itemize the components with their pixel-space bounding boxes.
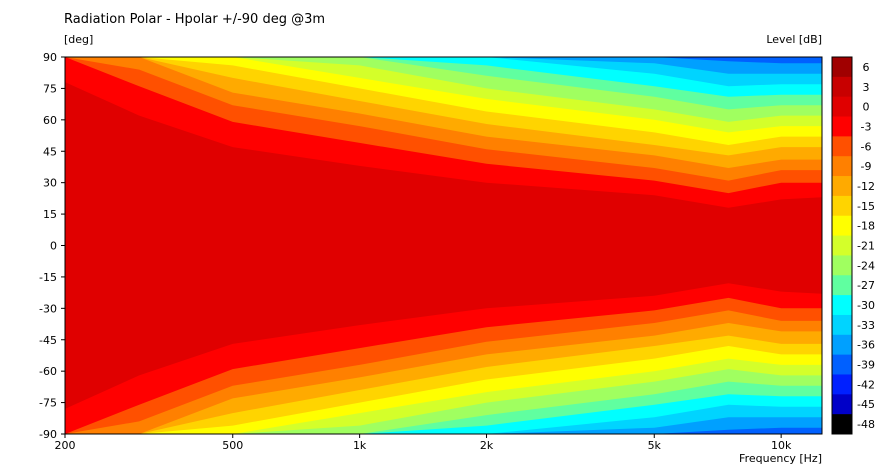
colorbar-swatch xyxy=(832,374,852,395)
y-tick-label: 60 xyxy=(43,114,57,127)
band-upper-minus39 xyxy=(65,57,822,64)
colorbar-swatch xyxy=(832,76,852,98)
colorbar-swatch xyxy=(832,414,852,435)
colorbar-swatch xyxy=(832,195,852,217)
x-tick-label: 500 xyxy=(222,439,243,452)
colorbar-swatch xyxy=(832,96,852,118)
y-axis-ticks: 90 75 60 45 30 15 0 -15 -30 -45 -60 -75 -90 xyxy=(39,51,65,441)
colorbar-tick-label: -3 xyxy=(861,120,872,133)
y-tick-label: -45 xyxy=(39,334,57,347)
y-tick-label: 45 xyxy=(43,145,57,158)
colorbar-tick-label: 3 xyxy=(863,81,870,94)
colorbar-swatch xyxy=(832,176,852,197)
y-tick-label: -60 xyxy=(39,365,57,378)
y-tick-label: -90 xyxy=(39,428,57,441)
colorbar-swatch xyxy=(832,156,852,177)
y-tick-label: 90 xyxy=(43,51,57,64)
colorbar-tick-label: -24 xyxy=(857,259,875,272)
y-tick-label: -30 xyxy=(39,302,57,315)
colorbar-tick-label: -33 xyxy=(857,319,875,332)
y-tick-label: 15 xyxy=(43,208,57,221)
y-tick-label: -15 xyxy=(39,271,57,284)
chart-title: Radiation Polar - Hpolar +/-90 deg @3m xyxy=(64,12,326,27)
colorbar: 6 3 0 -3 -6 -9 -12 -15 -18 -21 -24 -27 -30 -33 -36 -39 -… xyxy=(831,56,875,435)
colorbar-swatch xyxy=(832,215,852,237)
colorbar-swatch xyxy=(832,295,852,316)
colorbar-tick-label: -18 xyxy=(857,220,875,233)
colorbar-swatch xyxy=(832,57,852,78)
colorbar-swatch xyxy=(832,394,852,415)
band-lower-minus36 xyxy=(65,417,822,434)
colorbar-swatch xyxy=(832,334,852,356)
colorbar-tick-label: -42 xyxy=(857,378,875,391)
band-lower-minus33 xyxy=(65,404,822,434)
colorbar-swatch xyxy=(832,275,852,296)
colorbar-swatch xyxy=(832,235,852,256)
colorbar-tick-label: -12 xyxy=(857,180,875,193)
colorbar-tick-label: 6 xyxy=(863,61,870,74)
y-tick-label: 0 xyxy=(50,240,57,253)
y-tick-label: -75 xyxy=(39,397,57,410)
colorbar-unit-label: Level [dB] xyxy=(766,33,822,46)
colorbar-swatch xyxy=(832,136,852,157)
colorbar-tick-label: -30 xyxy=(857,299,875,312)
colorbar-frame xyxy=(831,56,853,435)
colorbar-tick-label: -21 xyxy=(857,240,875,253)
colorbar-tick-label: -45 xyxy=(857,398,875,411)
y-tick-label: 30 xyxy=(43,177,57,190)
colorbar-tick-label: -15 xyxy=(857,200,875,213)
colorbar-tick-label: -36 xyxy=(857,339,875,352)
colorbar-swatch xyxy=(832,116,852,137)
colorbar-tick-label: -39 xyxy=(857,359,875,372)
x-axis-unit-label: Frequency [Hz] xyxy=(739,452,822,465)
colorbar-swatch xyxy=(832,314,852,336)
colorbar-tick-label: -9 xyxy=(861,160,872,173)
heatmap-plot-area xyxy=(65,57,822,434)
x-tick-label: 5k xyxy=(648,439,662,452)
colorbar-tick-label: -48 xyxy=(857,418,875,431)
x-tick-label: 200 xyxy=(55,439,76,452)
y-tick-label: 75 xyxy=(43,82,57,95)
colorbar-swatch xyxy=(832,354,852,375)
band-lower-minus39 xyxy=(65,427,822,434)
x-tick-label: 2k xyxy=(480,439,494,452)
band-upper-minus33 xyxy=(65,57,822,87)
colorbar-swatch xyxy=(832,255,852,276)
band-upper-minus36 xyxy=(65,57,822,74)
x-tick-label: 10k xyxy=(771,439,792,452)
colorbar-tick-label: -27 xyxy=(857,279,875,292)
x-tick-label: 1k xyxy=(353,439,367,452)
colorbar-tick-label: 0 xyxy=(863,101,870,114)
y-axis-unit-label: [deg] xyxy=(64,33,94,46)
x-axis-ticks: 200 500 1k 2k 5k 10k xyxy=(55,434,792,452)
colorbar-tick-label: -6 xyxy=(861,140,872,153)
